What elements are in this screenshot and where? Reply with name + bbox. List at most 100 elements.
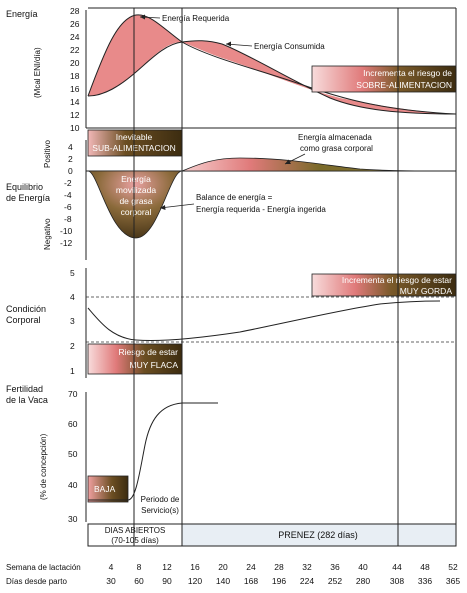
day-tick: 365 bbox=[446, 576, 460, 586]
body-condition-curve bbox=[87, 300, 441, 342]
fertility-yticks: 70 60 50 40 30 bbox=[68, 389, 78, 524]
week-tick: 24 bbox=[246, 562, 256, 572]
overfeeding-risk-box bbox=[311, 65, 457, 93]
fertility-title-line2: de la Vaca bbox=[6, 395, 48, 405]
week-tick: 48 bbox=[420, 562, 430, 572]
day-tick: 120 bbox=[188, 576, 202, 586]
overfeeding-risk-line1: Incrementa el riesgo de bbox=[363, 68, 452, 78]
day-tick: 224 bbox=[300, 576, 314, 586]
service-period-line2: Servicio(s) bbox=[141, 506, 179, 515]
energy-consumed-label: Energía Consumida bbox=[254, 42, 325, 51]
week-tick: 20 bbox=[218, 562, 228, 572]
week-tick: 40 bbox=[358, 562, 368, 572]
too-thin-line2: MUY FLACA bbox=[130, 360, 179, 370]
balance-yticks: 4 2 0 -2 -4 -6 -8 -10 -12 bbox=[60, 142, 73, 248]
mobilized-line: Energía bbox=[121, 174, 151, 184]
energy-consumed-curve bbox=[87, 40, 457, 115]
day-tick: 280 bbox=[356, 576, 370, 586]
balance-formula-line2: Energía requerida - Energía ingerida bbox=[196, 205, 326, 214]
fertility-title-line1: Fertilidad bbox=[6, 384, 43, 394]
balance-formula-line1: Balance de energía = bbox=[196, 193, 273, 202]
condition-ytick: 4 bbox=[70, 292, 75, 302]
low-fertility-box bbox=[87, 475, 129, 503]
pregnancy-label: PRENEZ (282 días) bbox=[278, 530, 358, 540]
too-fat-line2: MUY GORDA bbox=[400, 286, 453, 296]
day-tick: 196 bbox=[272, 576, 286, 586]
fertility-ytick: 30 bbox=[68, 514, 78, 524]
service-period-line1: Periodo de bbox=[141, 495, 180, 504]
overfeeding-risk-line2: SOBRE-ALIMENTACION bbox=[356, 80, 452, 90]
energy-ytick: 12 bbox=[70, 110, 80, 120]
week-tick: 16 bbox=[190, 562, 200, 572]
day-tick: 252 bbox=[328, 576, 342, 586]
fertility-ytick: 50 bbox=[68, 449, 78, 459]
stored-fat-label-line2: como grasa corporal bbox=[300, 144, 373, 153]
low-fertility-label: BAJA bbox=[94, 484, 116, 494]
mobilized-fat-text: Energía movilizada de grasa corporal bbox=[116, 174, 156, 217]
stored-arrowhead bbox=[285, 159, 291, 164]
week-tick: 4 bbox=[109, 562, 114, 572]
energy-ytick: 14 bbox=[70, 97, 80, 107]
weeks-axis-label: Semana de lactación bbox=[6, 563, 81, 572]
condition-title-line1: Condición bbox=[6, 304, 46, 314]
day-tick: 30 bbox=[106, 576, 116, 586]
energy-ytick: 20 bbox=[70, 58, 80, 68]
day-tick: 336 bbox=[418, 576, 432, 586]
week-tick: 12 bbox=[162, 562, 172, 572]
condition-title-line2: Corporal bbox=[6, 315, 41, 325]
stored-fat-area bbox=[181, 157, 457, 172]
fertility-curve bbox=[88, 402, 218, 501]
day-tick: 90 bbox=[162, 576, 172, 586]
fertility-ytick: 40 bbox=[68, 480, 78, 490]
energy-ytick: 16 bbox=[70, 84, 80, 94]
energy-required-label: Energía Requerida bbox=[162, 14, 230, 23]
fertility-ytick: 60 bbox=[68, 419, 78, 429]
balance-ytick: -6 bbox=[64, 202, 72, 212]
condition-yticks: 5 4 3 2 1 bbox=[70, 268, 75, 376]
week-tick: 28 bbox=[274, 562, 284, 572]
fertility-panel: Fertilidad de la Vaca (% de concepción) … bbox=[6, 384, 218, 529]
day-tick: 308 bbox=[390, 576, 404, 586]
x-axis-labels: Semana de lactación Días desde parto 4 8… bbox=[6, 562, 460, 586]
consumed-arrowhead bbox=[226, 41, 231, 47]
mobilized-line: movilizada bbox=[116, 185, 156, 195]
energy-deficit-area bbox=[88, 14, 182, 97]
week-tick: 44 bbox=[392, 562, 402, 572]
condition-ytick: 1 bbox=[70, 366, 75, 376]
energy-title: Energía bbox=[6, 9, 38, 19]
day-tick: 140 bbox=[216, 576, 230, 586]
day-tick: 60 bbox=[134, 576, 144, 586]
condition-ytick: 5 bbox=[70, 268, 75, 278]
reproductive-timeline: DIAS ABIERTOS (70-105 días) PRENEZ (282 … bbox=[87, 523, 457, 547]
energy-ytick: 24 bbox=[70, 32, 80, 42]
balance-ytick: -4 bbox=[64, 190, 72, 200]
too-thin-line1: Riesgo de estar bbox=[118, 347, 178, 357]
fertility-ylabel: (% de concepción) bbox=[39, 433, 48, 500]
balance-ytick: 2 bbox=[68, 154, 73, 164]
stored-fat-label-line1: Energía almacenada bbox=[298, 133, 372, 142]
mobilized-line: de grasa bbox=[119, 196, 152, 206]
balance-arrowhead bbox=[160, 205, 166, 210]
balance-ytick: -12 bbox=[60, 238, 73, 248]
balance-ytick: -8 bbox=[64, 214, 72, 224]
energy-ytick: 18 bbox=[70, 71, 80, 81]
mobilized-fat-area bbox=[87, 170, 183, 239]
too-thin-risk-box bbox=[87, 343, 183, 375]
energy-balance-panel: Equilibrio de Energía Positivo Negativo … bbox=[6, 129, 457, 260]
days-axis-label: Días desde parto bbox=[6, 577, 67, 586]
energy-yticks: 28 26 24 22 20 18 16 14 12 10 bbox=[70, 6, 80, 133]
week-tick: 52 bbox=[448, 562, 458, 572]
energy-ytick: 10 bbox=[70, 123, 80, 133]
week-tick: 8 bbox=[137, 562, 142, 572]
week-tick: 32 bbox=[302, 562, 312, 572]
required-arrowhead bbox=[140, 14, 145, 20]
open-days-line1: DIAS ABIERTOS bbox=[105, 526, 166, 535]
energy-ytick: 26 bbox=[70, 19, 80, 29]
balance-pointer bbox=[159, 203, 195, 209]
energy-panel: Energía (Mcal ENl/día) 28 26 24 22 20 18… bbox=[6, 6, 457, 133]
figure-frame bbox=[88, 7, 457, 546]
balance-title-line2: de Energía bbox=[6, 193, 50, 203]
week-tick: 36 bbox=[330, 562, 340, 572]
body-condition-panel: Condición Corporal 5 4 3 2 1 Incrementa … bbox=[6, 268, 457, 378]
